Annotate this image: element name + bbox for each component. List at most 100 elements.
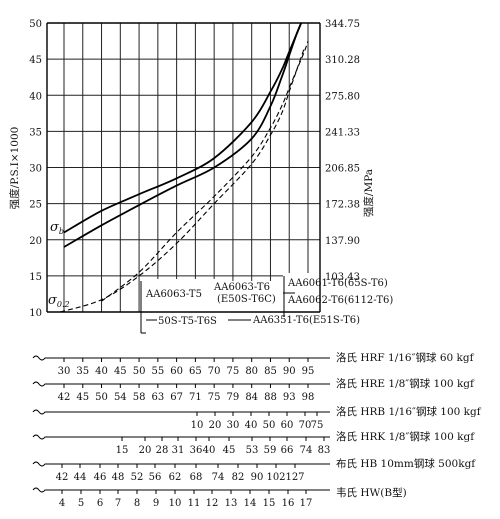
y-right-tick-label-7: 344.75 — [325, 19, 360, 30]
scale-label-1: 洛氏 HRE 1/8″钢球 100 kgf — [336, 377, 475, 390]
scale-tick-label-0-4: 50 — [133, 366, 146, 377]
scale-tick-label-4-12: 127 — [285, 472, 304, 483]
y-axis-label-left: 强度/P.S.I×1000 — [8, 127, 21, 210]
alloy-label-1: AA6063-T6 — [213, 282, 270, 293]
alloy-label-5: 50S-T5-T6S — [158, 316, 217, 327]
scale-tick-label-0-12: 90 — [283, 366, 296, 377]
scale-label-3: 洛氏 HRK 1/8″钢球 100 kgf — [336, 430, 475, 443]
series-line-2 — [101, 40, 309, 302]
y-right-tick-label-5: 275.80 — [325, 91, 360, 102]
scale-tick-label-4-10: 90 — [251, 472, 264, 483]
series-line-1 — [63, 23, 303, 248]
scale-tick-label-1-11: 88 — [264, 392, 277, 403]
series-label-sub-1: 0.2 — [57, 300, 70, 309]
scale-tick-label-5-8: 12 — [206, 498, 219, 509]
y-right-tick-label-3: 206.85 — [325, 164, 360, 175]
scale-tick-label-0-9: 75 — [227, 366, 240, 377]
scale-tick-label-1-2: 50 — [95, 392, 108, 403]
y-right-tick-label-0: 103.43 — [325, 272, 360, 283]
alloy-label-4: AA6062-T6(6112-T6) — [287, 295, 393, 306]
scale-tick-label-5-1: 5 — [78, 498, 84, 509]
scale-tick-label-2-5: 60 — [281, 420, 294, 431]
scale-tick-label-1-9: 79 — [227, 392, 240, 403]
scale-tick-label-2-6: 70 — [299, 420, 312, 431]
scale-tick-label-0-2: 40 — [95, 366, 108, 377]
alloy-label-6: AA6351-T6(E51S-T6) — [252, 315, 360, 326]
y-right-tick-label-2: 172.38 — [325, 200, 360, 211]
scale-tick-label-5-0: 4 — [59, 498, 65, 509]
series-label-sub-0: b — [59, 227, 64, 236]
scale-tick-label-0-13: 95 — [302, 366, 315, 377]
scale-tick-label-3-9: 66 — [281, 445, 294, 456]
alloy-box-bg-4 — [145, 312, 323, 331]
scale-line-4 — [32, 461, 330, 467]
y-left-tick-label-2: 20 — [29, 236, 42, 247]
y-left-tick-label-1: 15 — [29, 272, 42, 283]
scale-tick-label-1-1: 45 — [76, 392, 89, 403]
series-label-0: σb — [50, 220, 64, 236]
y-left-tick-label-6: 40 — [29, 91, 42, 102]
scale-tick-label-4-6: 62 — [169, 472, 182, 483]
scale-tick-label-4-0: 42 — [56, 472, 69, 483]
scale-line-1 — [32, 381, 330, 387]
scale-tick-label-0-6: 60 — [170, 366, 183, 377]
scale-tick-label-1-5: 63 — [151, 392, 164, 403]
scale-tick-label-5-7: 11 — [188, 498, 201, 509]
scale-tick-label-2-0: 10 — [191, 420, 204, 431]
scale-tick-label-5-5: 9 — [153, 498, 159, 509]
scale-tick-label-0-5: 55 — [151, 366, 164, 377]
series-line-0 — [63, 23, 303, 234]
scale-tick-label-4-8: 74 — [212, 472, 225, 483]
scale-tick-label-5-12: 16 — [282, 498, 295, 509]
scale-label-2: 洛氏 HRB 1/16″钢球 100 kgf — [336, 405, 482, 418]
scale-tick-label-5-4: 8 — [134, 498, 140, 509]
scale-tick-label-0-10: 80 — [245, 366, 258, 377]
scale-tick-label-0-0: 30 — [58, 366, 71, 377]
alloy-label-0: AA6063-T5 — [145, 289, 202, 300]
alloy-box-bg-1 — [140, 279, 216, 313]
scale-tick-label-2-2: 30 — [227, 420, 240, 431]
scale-tick-label-5-3: 7 — [115, 498, 121, 509]
scale-tick-label-4-1: 44 — [74, 472, 87, 483]
scale-tick-label-4-4: 52 — [131, 472, 144, 483]
scale-tick-label-2-1: 20 — [209, 420, 222, 431]
scale-tick-label-5-9: 13 — [225, 498, 238, 509]
scale-tick-label-3-1: 20 — [139, 445, 152, 456]
scale-tick-label-3-7: 53 — [246, 445, 259, 456]
scale-tick-label-4-3: 48 — [112, 472, 125, 483]
scale-tick-label-1-10: 84 — [245, 392, 258, 403]
y-left-tick-label-4: 30 — [29, 164, 42, 175]
y-axis-label-right: 强度/MPa — [362, 169, 375, 217]
scale-tick-label-1-8: 75 — [208, 392, 221, 403]
scale-tick-label-0-8: 70 — [208, 366, 221, 377]
curves: σb σ0.2 — [48, 23, 309, 312]
y-right-tick-label-1: 137.90 — [325, 236, 360, 247]
alloy-label-2: (E50S-T6C) — [217, 294, 276, 305]
series-line-3 — [60, 48, 305, 312]
y-right-tick-label-4: 241.33 — [325, 127, 360, 138]
scale-label-4: 布氏 HB 10mm钢球 500kgf — [336, 457, 476, 470]
y-left-tick-label-7: 45 — [29, 55, 42, 66]
scale-tick-label-0-1: 35 — [76, 366, 89, 377]
scale-tick-label-1-4: 58 — [133, 392, 146, 403]
scale-tick-label-3-11: 83 — [318, 445, 331, 456]
scale-tick-label-0-11: 85 — [264, 366, 277, 377]
y-left-tick-label-8: 50 — [29, 19, 42, 30]
scale-line-5 — [32, 487, 330, 493]
grid — [47, 22, 320, 313]
scale-tick-label-5-2: 6 — [97, 498, 103, 509]
scale-tick-label-0-3: 45 — [114, 366, 127, 377]
scale-tick-label-2-4: 50 — [263, 420, 276, 431]
scale-tick-label-3-10: 74 — [300, 445, 313, 456]
scale-tick-label-3-0: 15 — [116, 445, 129, 456]
scale-tick-label-3-4: 36 — [190, 445, 203, 456]
scale-tick-label-1-12: 93 — [283, 392, 296, 403]
series-label-1: σ0.2 — [48, 293, 70, 309]
scale-tick-label-5-13: 17 — [300, 498, 313, 509]
scale-tick-label-0-7: 65 — [189, 366, 202, 377]
scale-tick-label-2-3: 40 — [245, 420, 258, 431]
scale-tick-label-4-2: 46 — [94, 472, 107, 483]
scale-tick-label-2-7: 75 — [311, 420, 324, 431]
